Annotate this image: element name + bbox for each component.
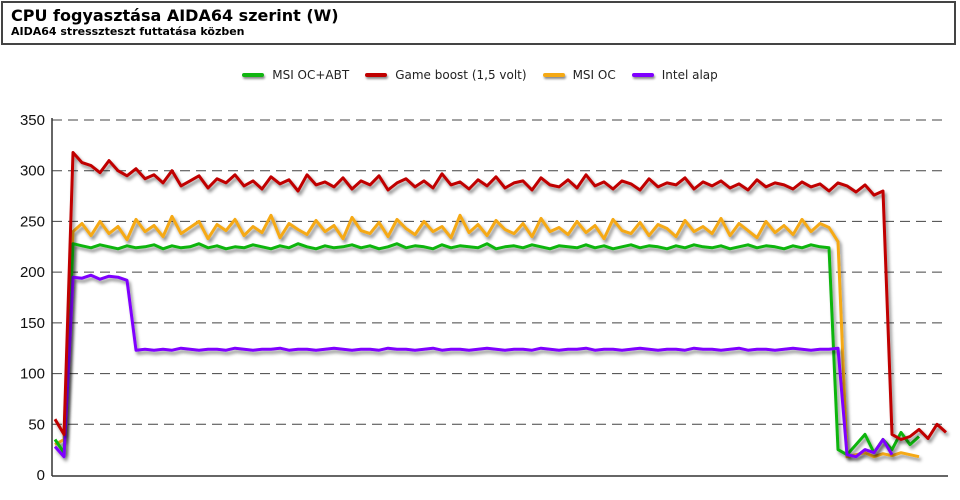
y-tick-label: 100 bbox=[20, 366, 45, 383]
series-line-msi-oc-abt bbox=[53, 242, 921, 457]
legend-item-msi-oc-abt: MSI OC+ABT bbox=[242, 68, 349, 82]
y-tick-label: 350 bbox=[20, 112, 45, 129]
y-tick-label: 0 bbox=[37, 467, 45, 484]
y-tick-label: 150 bbox=[20, 315, 45, 332]
chart-title-box: CPU fogyasztása AIDA64 szerint (W) AIDA6… bbox=[1, 1, 956, 45]
legend-label: MSI OC bbox=[572, 68, 616, 82]
chart-title: CPU fogyasztása AIDA64 szerint (W) bbox=[11, 6, 339, 25]
legend: MSI OC+ABT Game boost (1,5 volt) MSI OC … bbox=[0, 68, 960, 82]
series-line-msi-oc bbox=[54, 213, 920, 459]
legend-label: Game boost (1,5 volt) bbox=[395, 68, 527, 82]
series-line-game-boost-1-5-volt- bbox=[53, 151, 948, 441]
legend-swatch bbox=[631, 73, 654, 77]
legend-swatch bbox=[365, 73, 388, 77]
chart-subtitle: AIDA64 stresszteszt futtatása közben bbox=[11, 25, 245, 38]
legend-swatch bbox=[242, 73, 265, 77]
series-line-intel-alap bbox=[53, 273, 894, 459]
y-tick-label: 50 bbox=[28, 416, 45, 433]
y-tick-label: 200 bbox=[20, 264, 45, 281]
legend-label: Intel alap bbox=[661, 68, 718, 82]
legend-item-msi-oc: MSI OC bbox=[542, 68, 616, 82]
legend-label: MSI OC+ABT bbox=[272, 68, 350, 82]
y-tick-label: 250 bbox=[20, 213, 45, 230]
y-tick-label: 300 bbox=[20, 163, 45, 180]
legend-item-game-boost: Game boost (1,5 volt) bbox=[365, 68, 527, 82]
legend-swatch bbox=[542, 73, 565, 77]
legend-item-intel-alap: Intel alap bbox=[631, 68, 718, 82]
